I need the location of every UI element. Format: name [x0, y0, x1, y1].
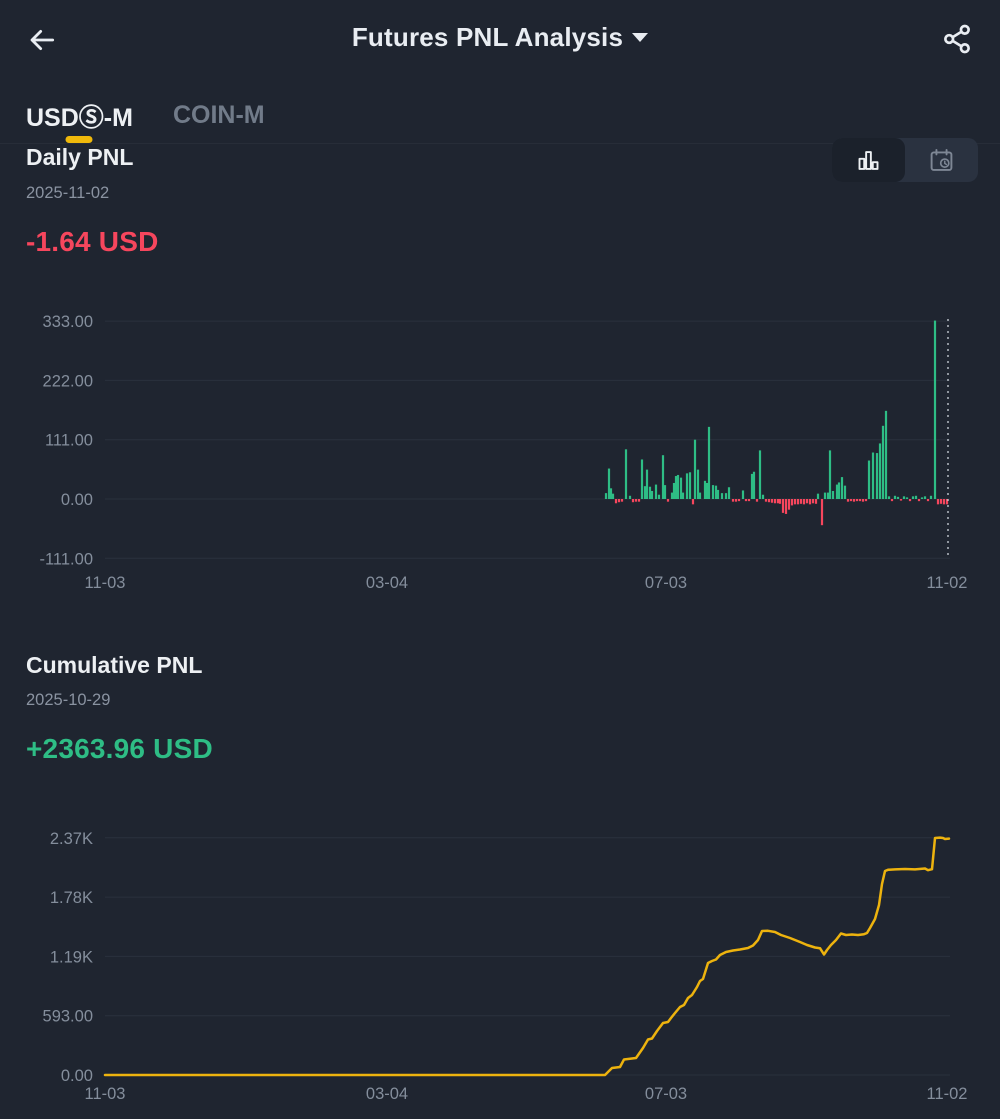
bar-chart-icon: [858, 150, 879, 170]
svg-text:0.00: 0.00: [61, 1067, 93, 1085]
svg-text:07-03: 07-03: [645, 1085, 687, 1103]
cumulative-pnl-value: +2363.96 USD: [26, 733, 213, 764]
svg-text:0.00: 0.00: [61, 491, 93, 509]
svg-text:11-02: 11-02: [927, 1085, 968, 1103]
page-title: Futures PNL Analysis: [351, 22, 624, 52]
svg-text:11-03: 11-03: [85, 1085, 126, 1103]
svg-text:1.19K: 1.19K: [50, 948, 93, 966]
svg-text:333.00: 333.00: [43, 313, 93, 331]
tab-usds-m[interactable]: USDⓈ-M: [26, 88, 133, 143]
chart-view-toggle: [832, 138, 978, 182]
cumulative-pnl-date: 2025-10-29: [26, 691, 111, 709]
tab-coin-m-label: COIN-M: [172, 101, 265, 129]
svg-text:1.78K: 1.78K: [50, 889, 93, 907]
daily-pnl-title: Daily PNL: [26, 144, 134, 170]
back-button[interactable]: [24, 22, 60, 58]
svg-text:11-02: 11-02: [927, 574, 968, 592]
cumulative-pnl-chart[interactable]: 2.37K 1.78K 1.19K 593.00 0.00 11-03 03-04 07-03…: [0, 816, 1000, 1116]
calendar-clock-icon: [930, 148, 953, 171]
cumulative-pnl-title: Cumulative PNL: [26, 652, 203, 678]
caret-down-icon: [632, 33, 649, 42]
svg-text:07-03: 07-03: [645, 574, 687, 592]
share-nodes-icon: [944, 24, 970, 54]
share-button[interactable]: [938, 20, 976, 58]
chart-view-calendar-button[interactable]: [905, 138, 978, 182]
svg-text:222.00: 222.00: [43, 372, 93, 390]
chart-view-bar-button[interactable]: [832, 138, 905, 182]
svg-text:11-03: 11-03: [85, 574, 126, 592]
svg-text:2.37K: 2.37K: [50, 830, 93, 848]
active-tab-underline: [65, 136, 93, 143]
daily-pnl-value: -1.64 USD: [26, 226, 159, 257]
svg-text:03-04: 03-04: [366, 574, 408, 592]
market-tabs: USDⓈ-M COIN-M: [0, 88, 1000, 144]
tab-usds-m-label: USDⓈ-M: [26, 103, 133, 132]
daily-pnl-chart[interactable]: 333.00 222.00 111.00 0.00 -111.00 11-03 03-04 0…: [0, 303, 1000, 595]
arrow-left-icon: [30, 29, 55, 51]
daily-pnl-date: 2025-11-02: [26, 184, 110, 202]
svg-text:03-04: 03-04: [366, 1085, 408, 1103]
svg-text:-111.00: -111.00: [39, 550, 93, 568]
page-title-dropdown[interactable]: Futures PNL Analysis: [0, 22, 1000, 53]
svg-text:593.00: 593.00: [43, 1008, 93, 1026]
tab-coin-m[interactable]: COIN-M: [173, 88, 265, 143]
header: Futures PNL Analysis: [0, 0, 1000, 84]
svg-text:111.00: 111.00: [45, 432, 93, 450]
